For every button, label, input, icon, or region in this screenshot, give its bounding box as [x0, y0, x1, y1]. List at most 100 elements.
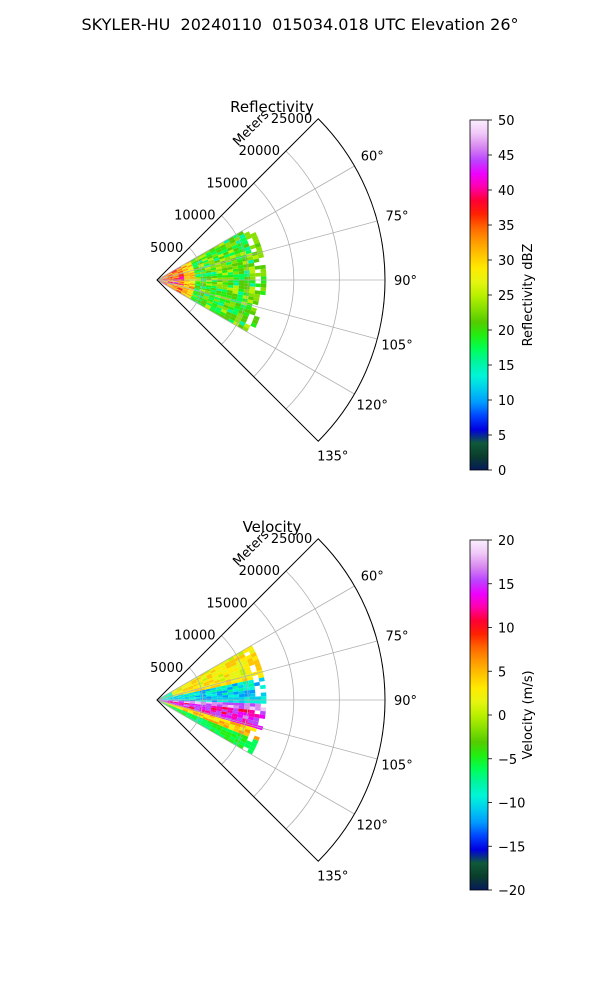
- radar-gate: [227, 308, 234, 314]
- radar-gate: [247, 748, 254, 755]
- radar-gate: [242, 314, 249, 321]
- radar-gate: [202, 296, 209, 301]
- radar-gate: [260, 684, 266, 690]
- radar-gate: [232, 310, 239, 316]
- radar-gate: [213, 718, 220, 723]
- radar-gate: [202, 259, 209, 264]
- radar-gate: [214, 716, 221, 721]
- radar-gate: [157, 700, 163, 701]
- radar-gate: [242, 659, 249, 666]
- radar-gate: [200, 696, 207, 699]
- colorbar-tick-label: 25: [498, 289, 515, 304]
- radar-gate: [222, 270, 228, 274]
- reflectivity-radial-ticks: 5000 10000 15000 20000 25000: [150, 112, 312, 256]
- radar-gate: [255, 696, 261, 700]
- radar-gate: [194, 284, 201, 287]
- radar-gate: [186, 294, 192, 298]
- radar-gate: [206, 283, 212, 286]
- radial-tick-label: 15000: [206, 596, 247, 611]
- radar-gate: [206, 700, 212, 702]
- radar-gate: [226, 292, 233, 296]
- radar-gate: [249, 706, 256, 711]
- radar-gate: [222, 690, 228, 694]
- radar-gate: [252, 254, 259, 260]
- radar-gate: [233, 691, 239, 695]
- radar-gate: [177, 706, 183, 710]
- radar-gate: [187, 684, 193, 688]
- radar-gate: [201, 676, 207, 680]
- radar-gate: [173, 702, 179, 705]
- radar-gate: [176, 288, 182, 292]
- radar-gate: [197, 715, 204, 719]
- radial-tick-label: 25000: [271, 532, 312, 547]
- radar-gate: [222, 668, 228, 674]
- radar-gate: [167, 284, 173, 287]
- radar-gate: [176, 688, 182, 692]
- radar-gate: [189, 272, 195, 275]
- radar-gate: [233, 271, 239, 275]
- radar-gate: [183, 269, 189, 273]
- radar-gate: [184, 277, 190, 279]
- radar-gate: [178, 704, 184, 707]
- radar-gate: [190, 258, 196, 262]
- radar-gate: [215, 264, 222, 268]
- radar-gate: [202, 677, 208, 682]
- radar-gate: [244, 703, 250, 707]
- radar-gate: [186, 262, 192, 266]
- radar-gate: [195, 695, 201, 698]
- radar-gate: [213, 677, 220, 682]
- radar-gate: [172, 283, 179, 286]
- radar-gate: [166, 692, 172, 696]
- radar-gate: [200, 274, 207, 277]
- radar-gate: [242, 734, 249, 741]
- radar-gate: [183, 692, 190, 695]
- radar-gate: [199, 289, 206, 292]
- radar-gate: [200, 280, 207, 282]
- radar-gate: [252, 300, 259, 306]
- radar-gate: [239, 280, 245, 284]
- radar-gate: [227, 269, 234, 273]
- radar-gate: [203, 295, 209, 299]
- radar-gate: [222, 692, 228, 696]
- radar-gate: [197, 681, 204, 685]
- radar-gate: [250, 742, 257, 748]
- radar-gate: [172, 285, 178, 289]
- radar-gate: [162, 701, 168, 705]
- radar-gate: [219, 311, 226, 316]
- radar-gate: [187, 712, 193, 716]
- radar-gate: [237, 312, 244, 318]
- radar-gate: [203, 715, 209, 719]
- radar-gate: [260, 707, 267, 712]
- radar-gate: [226, 712, 233, 716]
- radar-gate: [189, 704, 195, 707]
- radar-gate: [178, 283, 184, 286]
- radar-gate: [244, 743, 251, 749]
- radar-gate: [233, 282, 239, 286]
- radar-gate: [220, 308, 227, 314]
- radar-gate: [228, 282, 234, 286]
- radar-gate: [221, 685, 228, 689]
- radar-gate: [228, 669, 235, 674]
- radar-gate: [253, 717, 260, 722]
- radar-gate: [162, 698, 168, 700]
- radar-gate: [252, 720, 259, 726]
- radar-gate: [209, 728, 215, 733]
- radar-gate: [234, 670, 241, 675]
- radar-gate: [222, 284, 228, 288]
- radar-gate: [185, 260, 191, 265]
- radar-gate: [185, 295, 191, 300]
- radar-gate: [178, 277, 185, 279]
- radar-gate: [177, 688, 183, 692]
- radar-gate: [178, 703, 185, 705]
- radar-gate: [250, 652, 257, 658]
- radar-gate: [217, 251, 223, 256]
- radar-gate: [200, 703, 207, 706]
- angle-tick-label: 135°: [317, 870, 348, 885]
- radar-gate: [239, 740, 246, 747]
- radar-gate: [243, 243, 250, 249]
- radar-gate: [177, 269, 183, 273]
- colorbar-tick-label: −5: [498, 753, 517, 768]
- radar-gate: [167, 281, 174, 284]
- radar-gate: [215, 684, 222, 688]
- radar-gate: [201, 300, 207, 304]
